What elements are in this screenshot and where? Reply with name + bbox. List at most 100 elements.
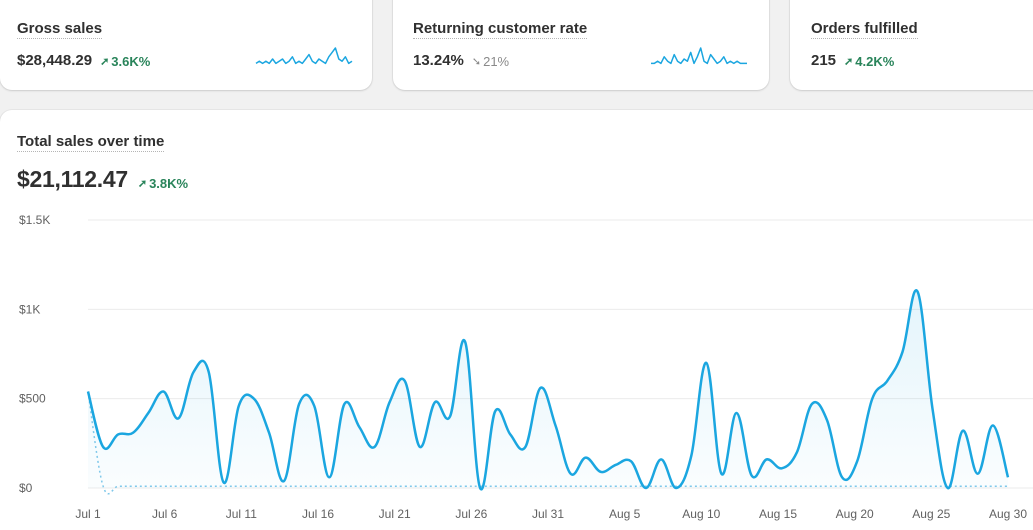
data-point[interactable] [614, 463, 617, 466]
total-sales-delta: ➚ 3.8K% [138, 176, 188, 191]
data-point[interactable] [132, 431, 135, 434]
x-tick-label: Aug 30 [989, 507, 1027, 521]
x-tick-label: Jul 6 [152, 507, 178, 521]
data-point[interactable] [403, 379, 406, 382]
metric-delta: ➚ 4.2K% [844, 54, 894, 69]
data-point[interactable] [207, 370, 210, 373]
delta-text: 3.8K% [149, 176, 189, 191]
y-tick-label: $0 [19, 481, 33, 495]
metric-value: $28,448.29 [17, 52, 93, 69]
data-point[interactable] [554, 424, 557, 427]
x-tick-label: Jul 26 [455, 507, 487, 521]
data-point[interactable] [509, 433, 512, 436]
data-point[interactable] [645, 487, 648, 490]
data-point[interactable] [418, 445, 421, 448]
y-tick-label: $500 [19, 392, 46, 406]
data-point[interactable] [871, 397, 874, 400]
data-point[interactable] [916, 290, 919, 293]
arrow-up-right-icon: ➚ [844, 56, 854, 68]
data-point[interactable] [494, 410, 497, 413]
x-tick-label: Jul 1 [75, 507, 101, 521]
data-point[interactable] [780, 467, 783, 470]
data-point[interactable] [961, 429, 964, 432]
x-tick-label: Aug 5 [609, 507, 641, 521]
arrow-up-right-icon: ➚ [137, 178, 148, 190]
metric-title[interactable]: Gross sales [17, 20, 103, 39]
data-point[interactable] [976, 472, 979, 475]
data-point[interactable] [313, 404, 316, 407]
data-point[interactable] [690, 454, 693, 457]
delta-text: 21% [483, 54, 510, 69]
data-point[interactable] [675, 487, 678, 490]
metric-value: 13.24% [413, 52, 464, 69]
metric-delta: ➚ 3.6K% [100, 54, 150, 69]
data-point[interactable] [328, 476, 331, 479]
data-point[interactable] [479, 487, 482, 490]
data-point[interactable] [102, 445, 105, 448]
data-point[interactable] [267, 431, 270, 434]
metric-title[interactable]: Orders fulfilled [811, 20, 918, 39]
data-point[interactable] [765, 458, 768, 461]
x-tick-label: Aug 20 [836, 507, 874, 521]
x-tick-label: Aug 15 [759, 507, 797, 521]
data-point[interactable] [524, 445, 527, 448]
data-point[interactable] [237, 404, 240, 407]
data-point[interactable] [901, 351, 904, 354]
data-point[interactable] [373, 445, 376, 448]
metric-card-gross-sales[interactable]: Gross sales $28,448.29 ➚ 3.6K% [0, 0, 372, 90]
arrow-down-right-icon: ➘ [471, 56, 482, 68]
data-point[interactable] [750, 474, 753, 477]
x-tick-label: Jul 31 [532, 507, 564, 521]
data-point[interactable] [358, 426, 361, 429]
metric-card-returning-customer-rate[interactable]: Returning customer rate 13.24% ➘ 21% [393, 0, 769, 90]
data-point[interactable] [931, 408, 934, 411]
data-point[interactable] [795, 451, 798, 454]
data-point[interactable] [539, 386, 542, 389]
sparkline-chart [651, 47, 747, 65]
data-point[interactable] [464, 340, 467, 343]
data-point[interactable] [433, 401, 436, 404]
arrow-up-right-icon: ➚ [100, 56, 110, 68]
metric-value: 215 [811, 52, 837, 69]
x-tick-label: Aug 25 [912, 507, 950, 521]
data-point[interactable] [162, 390, 165, 393]
data-point[interactable] [177, 417, 180, 420]
x-tick-label: Aug 10 [682, 507, 720, 521]
x-tick-label: Jul 21 [379, 507, 411, 521]
data-point[interactable] [147, 411, 150, 414]
data-point[interactable] [886, 379, 889, 382]
data-point[interactable] [720, 472, 723, 475]
data-point[interactable] [117, 433, 120, 436]
sparkline-chart [255, 47, 353, 65]
delta-text: 4.2K% [855, 54, 895, 69]
metric-title[interactable]: Returning customer rate [413, 20, 588, 39]
data-point[interactable] [991, 424, 994, 427]
data-point[interactable] [1007, 476, 1010, 479]
data-point[interactable] [569, 472, 572, 475]
sales-series-line [86, 289, 1010, 491]
data-point[interactable] [735, 411, 738, 414]
data-point[interactable] [298, 403, 301, 406]
data-point[interactable] [629, 460, 632, 463]
data-point[interactable] [856, 460, 859, 463]
data-point[interactable] [660, 458, 663, 461]
data-point[interactable] [448, 415, 451, 418]
data-point[interactable] [841, 476, 844, 479]
y-tick-label: $1.5K [19, 213, 50, 227]
data-point[interactable] [192, 370, 195, 373]
data-point[interactable] [584, 456, 587, 459]
data-point[interactable] [87, 390, 90, 393]
data-point[interactable] [388, 401, 391, 404]
metric-card-orders-fulfilled[interactable]: Orders fulfilled 215 ➚ 4.2K% [790, 0, 1033, 90]
data-point[interactable] [343, 403, 346, 406]
data-point[interactable] [283, 479, 286, 482]
chart-title[interactable]: Total sales over time [17, 133, 165, 152]
data-point[interactable] [599, 470, 602, 473]
data-point[interactable] [222, 481, 225, 484]
data-point[interactable] [810, 403, 813, 406]
data-point[interactable] [946, 487, 949, 490]
data-point[interactable] [705, 361, 708, 364]
data-point[interactable] [252, 397, 255, 400]
data-point[interactable] [826, 419, 829, 422]
